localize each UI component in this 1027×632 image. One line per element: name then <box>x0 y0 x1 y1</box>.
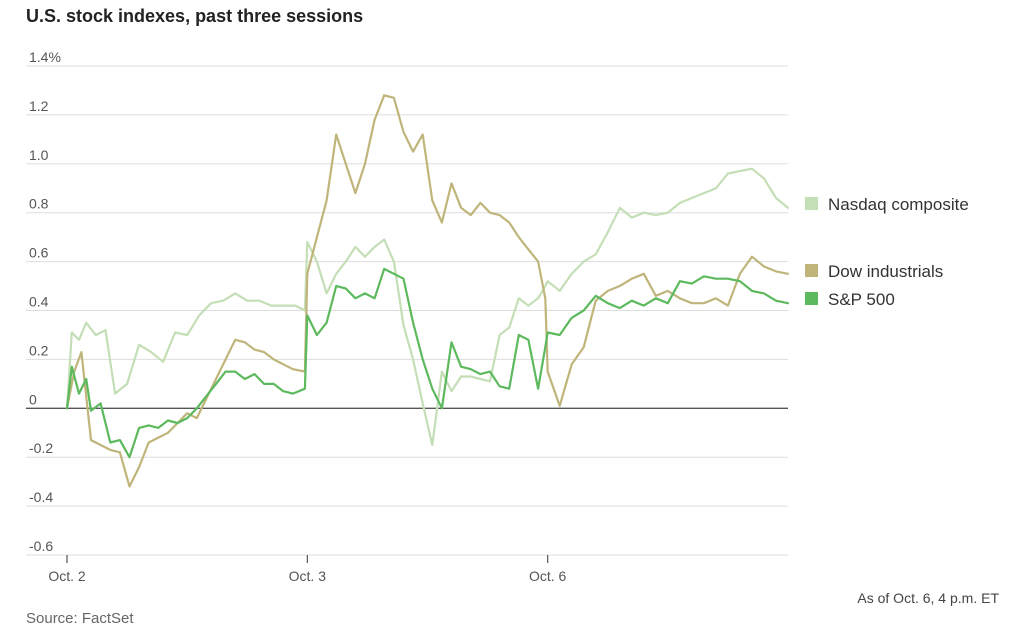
x-tick-label: Oct. 2 <box>48 568 86 584</box>
legend-label-s-p-500: S&P 500 <box>828 290 895 309</box>
y-tick-label: 0.2 <box>29 342 49 358</box>
legend-label-nasdaq-composite: Nasdaq composite <box>828 195 969 214</box>
x-tick-label: Oct. 3 <box>289 568 327 584</box>
legend-swatch-dow-industrials <box>805 264 818 277</box>
y-tick-label: 0.6 <box>29 245 49 261</box>
y-tick-label: -0.6 <box>29 538 53 554</box>
y-tick-label: 0.8 <box>29 196 49 212</box>
chart-title: U.S. stock indexes, past three sessions <box>26 6 364 26</box>
y-tick-label: 0.4 <box>29 294 49 310</box>
y-tick-label: 1.0 <box>29 147 49 163</box>
y-tick-label: 1.4% <box>29 49 61 65</box>
series-line-nasdaq-composite <box>65 167 790 447</box>
grid-lines <box>26 65 788 556</box>
y-tick-label: 0 <box>29 391 37 407</box>
legend-swatch-s-p-500 <box>805 292 818 305</box>
y-tick-label: -0.4 <box>29 489 53 505</box>
y-axis-ticks: -0.6 -0.4 -0.2 0 0.2 0.4 0.6 0.8 1.0 1.2 1.4% <box>29 49 61 554</box>
y-tick-label: 1.2 <box>29 98 49 114</box>
series-line-s-p-500 <box>65 267 790 459</box>
legend-label-dow-industrials: Dow industrials <box>828 262 943 281</box>
timestamp-note: As of Oct. 6, 4 p.m. ET <box>857 590 999 606</box>
legend: Nasdaq composite Dow industrials S&P 500 <box>805 195 969 309</box>
y-tick-label: -0.2 <box>29 440 53 456</box>
legend-swatch-nasdaq-composite <box>805 197 818 210</box>
source-note: Source: FactSet <box>26 610 134 627</box>
series-lines <box>65 94 790 488</box>
x-tick-label: Oct. 6 <box>529 568 567 584</box>
x-axis-ticks: Oct. 2 Oct. 3 Oct. 6 <box>48 555 567 584</box>
